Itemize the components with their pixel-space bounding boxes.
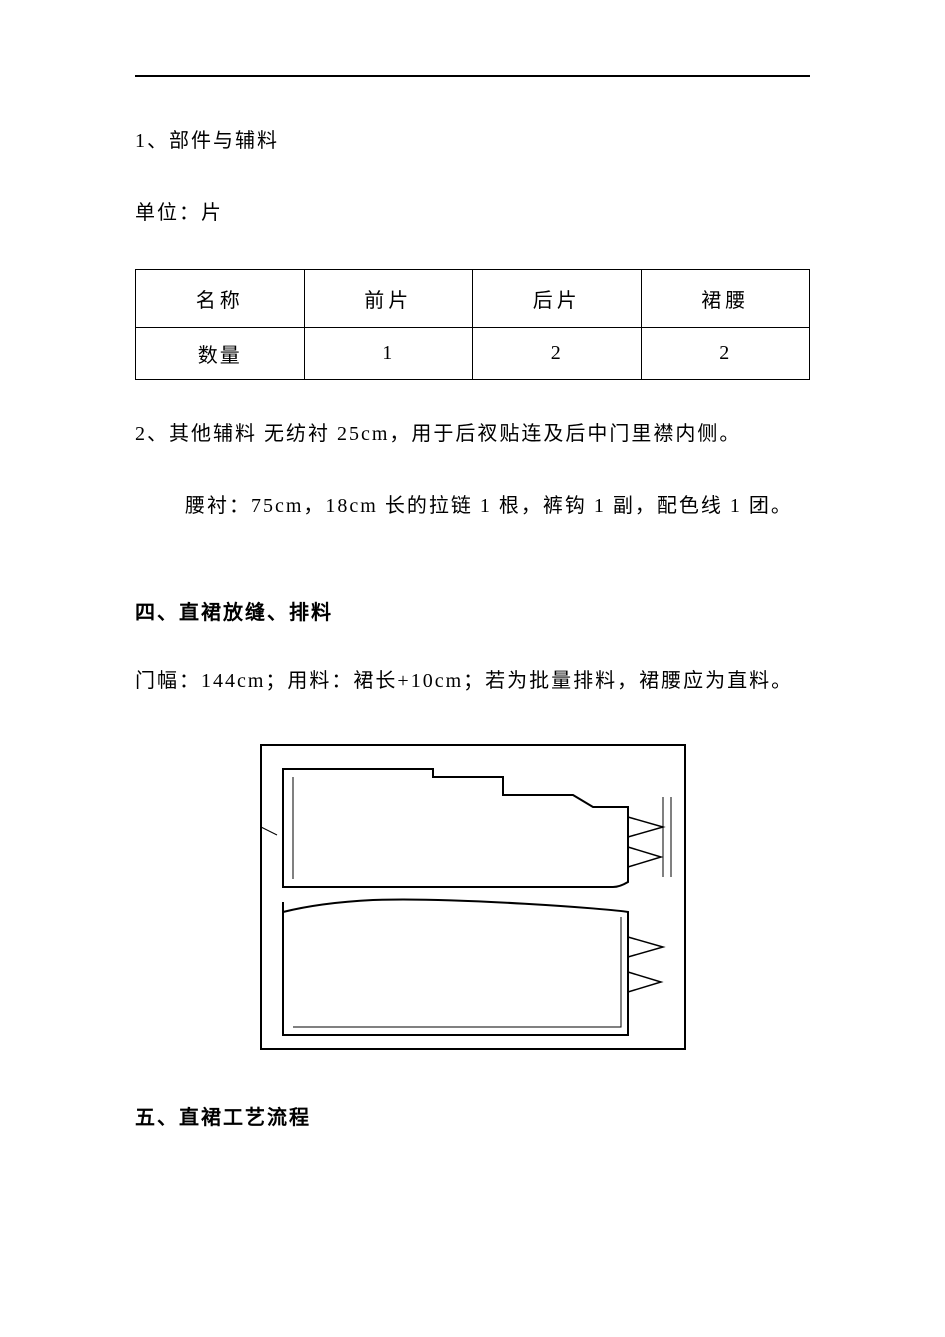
section2-line1: 2、其他辅料 无纺衬 25cm，用于后衩贴连及后中门里襟内侧。	[135, 418, 810, 450]
section1-title: 1、部件与辅料	[135, 125, 810, 157]
table-header-cell: 前片	[304, 270, 473, 328]
section4-body: 门幅：144cm；用料：裙长+10cm；若为批量排料，裙腰应为直料。	[135, 665, 810, 697]
table-cell: 2	[473, 328, 642, 380]
table-cell: 1	[304, 328, 473, 380]
table-header-cell: 裙腰	[641, 270, 810, 328]
parts-table: 名称 前片 后片 裙腰 数量 1 2 2	[135, 269, 810, 380]
table-row: 名称 前片 后片 裙腰	[136, 270, 810, 328]
layout-diagram	[135, 737, 810, 1057]
table-header-cell: 后片	[473, 270, 642, 328]
pattern-layout-svg	[253, 737, 693, 1057]
top-rule	[135, 75, 810, 77]
table-row: 数量 1 2 2	[136, 328, 810, 380]
section1-unit: 单位：片	[135, 197, 810, 229]
section2-line2: 腰衬：75cm，18cm 长的拉链 1 根，裤钩 1 副，配色线 1 团。	[135, 490, 810, 522]
section5-heading: 五、直裙工艺流程	[135, 1101, 810, 1130]
section4-heading: 四、直裙放缝、排料	[135, 596, 810, 625]
table-cell: 数量	[136, 328, 305, 380]
table-header-cell: 名称	[136, 270, 305, 328]
table-cell: 2	[641, 328, 810, 380]
